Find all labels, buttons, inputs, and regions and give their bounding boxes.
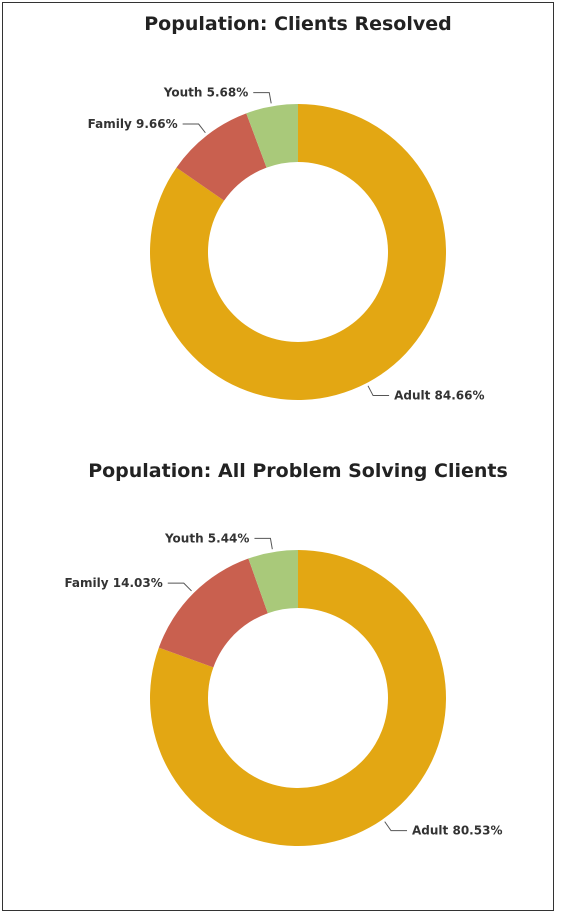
value-label: 14.03% [113,576,163,590]
chart-title: Population: Clients Resolved [144,13,451,35]
value-label: 5.44% [208,531,250,545]
data-label: Youth 5.68% [163,85,248,99]
category-name: Family [64,576,108,590]
category-name: Adult [412,823,449,837]
data-label: Family 9.66% [88,117,178,131]
leader-line [167,582,192,592]
value-label: 84.66% [435,388,485,402]
leader-line [182,123,206,134]
value-label: 80.53% [452,823,502,837]
donut-segment [246,104,298,168]
value-label: 5.68% [207,85,249,99]
donut-segment [149,104,447,400]
category-name: Family [88,117,132,131]
leader-line [367,385,390,397]
value-label: 9.66% [136,117,178,131]
data-label: Adult 84.66% [394,388,484,402]
donut-segment [176,113,267,201]
chart-title: Population: All Problem Solving Clients [88,460,508,482]
leader-line [253,92,272,104]
category-name: Youth [164,531,204,545]
donut-segment [150,550,447,847]
data-label: Adult 80.53% [412,823,502,837]
data-label: Youth 5.44% [164,531,249,545]
donut-segment [158,558,268,668]
data-label: Family 14.03% [64,576,162,590]
category-name: Adult [394,388,431,402]
leader-line [254,537,273,550]
donut-segment [248,550,298,614]
leader-line [384,821,408,832]
category-name: Youth [163,85,203,99]
